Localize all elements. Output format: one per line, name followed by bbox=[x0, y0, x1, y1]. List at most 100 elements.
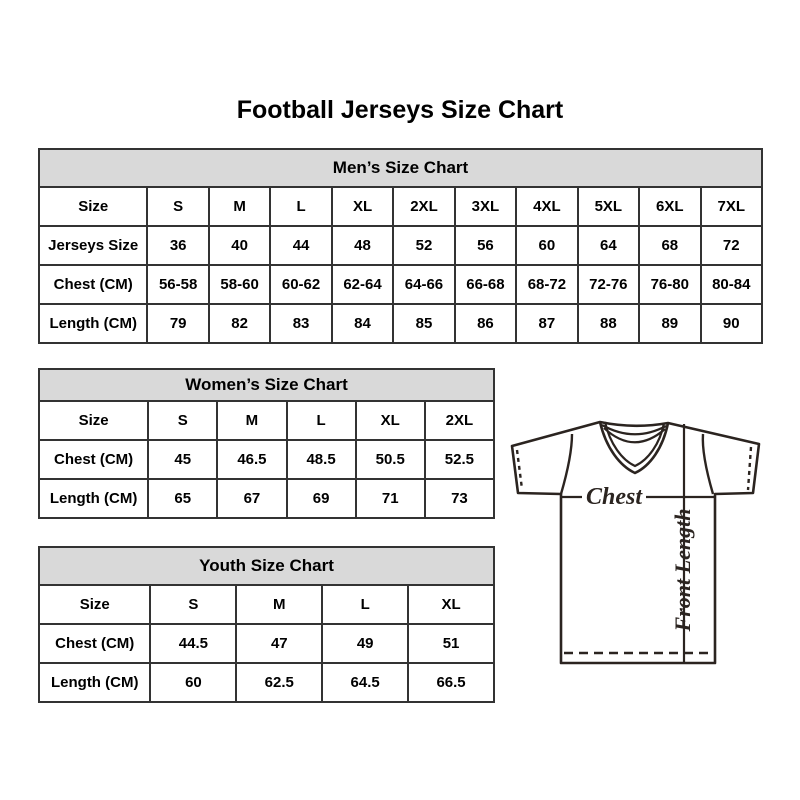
value-cell: S bbox=[149, 584, 238, 625]
value-cell: 83 bbox=[269, 303, 333, 344]
row-header-cell: Size bbox=[37, 186, 149, 227]
value-cell: S bbox=[146, 186, 210, 227]
value-cell: 7XL bbox=[699, 186, 764, 227]
value-cell: 3XL bbox=[453, 186, 518, 227]
row-header-cell: Length (CM) bbox=[37, 478, 150, 519]
table-title: Youth Size Chart bbox=[38, 546, 495, 586]
value-cell: 62.5 bbox=[235, 662, 324, 703]
value-cell: 67 bbox=[216, 478, 288, 519]
row-header-cell: Length (CM) bbox=[37, 303, 149, 344]
value-cell: 4XL bbox=[515, 186, 579, 227]
value-cell: XL bbox=[407, 584, 495, 625]
row-header-cell: Length (CM) bbox=[37, 662, 152, 703]
chest-label: Chest bbox=[586, 484, 643, 510]
value-cell: 87 bbox=[515, 303, 579, 344]
value-cell: 72 bbox=[699, 225, 764, 266]
value-cell: 44.5 bbox=[149, 623, 238, 664]
value-cell: 68 bbox=[638, 225, 702, 266]
value-cell: 64.5 bbox=[321, 662, 410, 703]
value-cell: 48.5 bbox=[285, 439, 357, 480]
row-header-cell: Chest (CM) bbox=[37, 623, 152, 664]
front-length-label: Front Length bbox=[670, 509, 695, 633]
value-cell: M bbox=[235, 584, 324, 625]
value-cell: 73 bbox=[423, 478, 496, 519]
table-row: Jerseys Size 36 40 44 48 52 56 60 64 68 72 bbox=[37, 225, 764, 266]
value-cell: 36 bbox=[146, 225, 210, 266]
table-row: Chest (CM) 44.5 47 49 51 bbox=[37, 623, 495, 664]
table-row: Length (CM) 60 62.5 64.5 66.5 bbox=[37, 662, 495, 703]
value-cell: 47 bbox=[235, 623, 324, 664]
table-title: Men’s Size Chart bbox=[38, 148, 763, 188]
value-cell: L bbox=[269, 186, 333, 227]
left-cuff-stitch-line bbox=[515, 449, 524, 490]
table-row: Length (CM) 79 82 83 84 85 86 87 88 89 90 bbox=[37, 303, 764, 344]
value-cell: M bbox=[216, 400, 288, 441]
value-cell: 56 bbox=[453, 225, 518, 266]
row-header-cell: Chest (CM) bbox=[37, 439, 150, 480]
value-cell: XL bbox=[354, 400, 426, 441]
value-cell: M bbox=[207, 186, 272, 227]
value-cell: 68-72 bbox=[515, 264, 579, 305]
value-cell: 62-64 bbox=[330, 264, 395, 305]
value-cell: 66-68 bbox=[453, 264, 518, 305]
value-cell: S bbox=[147, 400, 219, 441]
youth-size-table: Youth Size Chart Size S M L XL Chest (CM) 44.5 4… bbox=[37, 546, 495, 703]
row-header-cell: Size bbox=[37, 584, 152, 625]
table-row: Chest (CM) 45 46.5 48.5 50.5 52.5 bbox=[37, 439, 496, 480]
value-cell: XL bbox=[330, 186, 395, 227]
value-cell: 2XL bbox=[423, 400, 496, 441]
value-cell: 64 bbox=[576, 225, 641, 266]
womens-size-table: Women’s Size Chart Size S M L XL 2XL Chest (CM)… bbox=[37, 368, 496, 519]
value-cell: 79 bbox=[146, 303, 210, 344]
value-cell: 40 bbox=[207, 225, 272, 266]
table-title: Women’s Size Chart bbox=[38, 368, 495, 402]
table-row: Size S M L XL bbox=[37, 584, 495, 625]
value-cell: 60 bbox=[515, 225, 579, 266]
value-cell: 80-84 bbox=[699, 264, 764, 305]
value-cell: 84 bbox=[330, 303, 395, 344]
table-row: Length (CM) 65 67 69 71 73 bbox=[37, 478, 496, 519]
value-cell: 69 bbox=[285, 478, 357, 519]
jersey-measurement-diagram: Chest Front Length bbox=[510, 420, 761, 665]
table-row: Size S M L XL 2XL 3XL 4XL 5XL 6XL 7XL bbox=[37, 186, 764, 227]
value-cell: 52 bbox=[392, 225, 456, 266]
value-cell: 52.5 bbox=[423, 439, 496, 480]
value-cell: 88 bbox=[576, 303, 641, 344]
right-cuff-stitch-line bbox=[746, 446, 753, 491]
value-cell: 46.5 bbox=[216, 439, 288, 480]
value-cell: 58-60 bbox=[207, 264, 272, 305]
collar-band-line-2 bbox=[603, 427, 666, 444]
value-cell: 60-62 bbox=[269, 264, 333, 305]
row-header-cell: Jerseys Size bbox=[37, 225, 149, 266]
value-cell: 76-80 bbox=[638, 264, 702, 305]
collar-inner-v bbox=[603, 421, 666, 468]
jersey-outline bbox=[510, 420, 761, 665]
table-row: Size S M L XL 2XL bbox=[37, 400, 496, 441]
value-cell: 60 bbox=[149, 662, 238, 703]
value-cell: 89 bbox=[638, 303, 702, 344]
mens-size-table: Men’s Size Chart Size S M L XL 2XL 3XL 4XL 5XL 6XL… bbox=[37, 148, 764, 344]
value-cell: 49 bbox=[321, 623, 410, 664]
value-cell: 2XL bbox=[392, 186, 456, 227]
collar-outer-v bbox=[598, 421, 670, 475]
right-armhole-seam bbox=[701, 433, 715, 495]
page-title: Football Jerseys Size Chart bbox=[236, 96, 564, 124]
value-cell: 44 bbox=[269, 225, 333, 266]
value-cell: 6XL bbox=[638, 186, 702, 227]
value-cell: 56-58 bbox=[146, 264, 210, 305]
value-cell: 45 bbox=[147, 439, 219, 480]
value-cell: 64-66 bbox=[392, 264, 456, 305]
value-cell: 5XL bbox=[576, 186, 641, 227]
table-row: Chest (CM) 56-58 58-60 60-62 62-64 64-66 66-68… bbox=[37, 264, 764, 305]
value-cell: 72-76 bbox=[576, 264, 641, 305]
left-armhole-seam bbox=[559, 433, 574, 495]
value-cell: 50.5 bbox=[354, 439, 426, 480]
value-cell: 90 bbox=[699, 303, 764, 344]
value-cell: 82 bbox=[207, 303, 272, 344]
collar-band-line-1 bbox=[601, 424, 667, 436]
value-cell: 48 bbox=[330, 225, 395, 266]
row-header-cell: Chest (CM) bbox=[37, 264, 149, 305]
value-cell: L bbox=[285, 400, 357, 441]
value-cell: 85 bbox=[392, 303, 456, 344]
